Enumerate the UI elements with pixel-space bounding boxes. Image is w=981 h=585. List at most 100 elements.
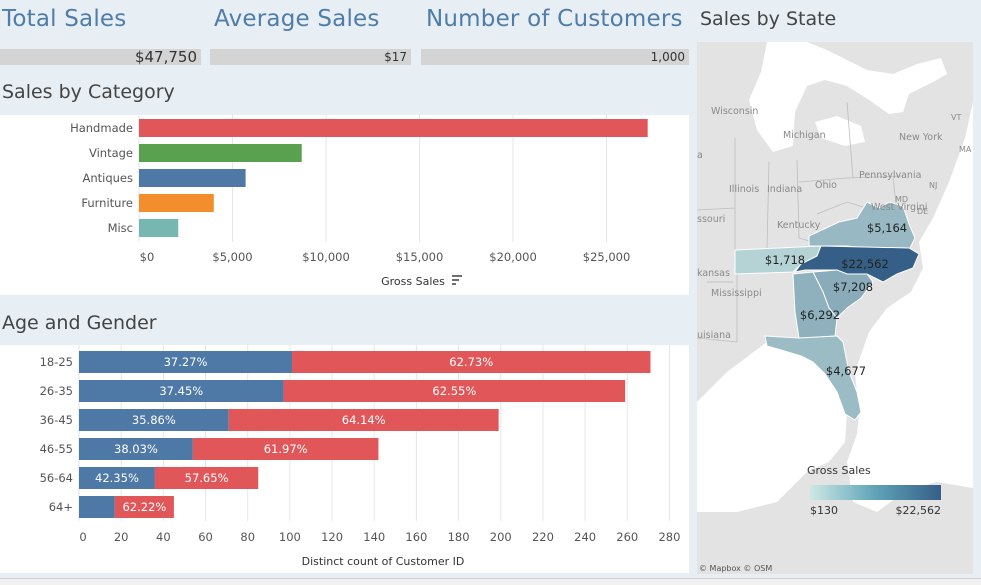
age-x-tick-label: 280	[658, 530, 680, 544]
state-georgia[interactable]	[792, 271, 838, 339]
age-bar-segment[interactable]	[291, 351, 651, 373]
state-florida[interactable]	[764, 335, 862, 421]
category-x-tick-label: $20,000	[489, 250, 537, 264]
map-label-nj: NJ	[929, 181, 937, 190]
category-bar[interactable]	[139, 219, 179, 237]
age-group-label: 64+	[49, 500, 73, 514]
map-label-md: MD	[895, 195, 908, 204]
age-section-title: Age and Gender	[2, 312, 157, 334]
average-sales-title: Average Sales	[214, 6, 380, 32]
age-bar-segment[interactable]	[79, 409, 229, 431]
map-label-ma: MA	[959, 145, 972, 154]
map-label-pennsylvania: Pennsylvania	[859, 170, 921, 181]
category-label: Handmade	[70, 121, 133, 135]
gulf-water	[697, 338, 847, 512]
average-sales-value: $17	[384, 50, 407, 64]
customers-title: Number of Customers	[426, 6, 683, 32]
age-percent-label: 35.86%	[132, 413, 176, 427]
map-attribution: © Mapbox © OSM	[699, 564, 772, 573]
total-sales-value: $47,750	[134, 48, 197, 66]
total-sales-title: Total Sales	[2, 6, 127, 32]
age-group-label: 56-64	[40, 471, 73, 485]
state-value-label: $22,562	[841, 257, 889, 271]
age-x-tick-label: 20	[114, 530, 129, 544]
age-bar-segment[interactable]	[79, 351, 292, 373]
category-x-tick-label: $25,000	[583, 250, 631, 264]
category-x-tick-label: $0	[140, 250, 155, 264]
category-section-title: Sales by Category	[2, 81, 175, 103]
cuba-land	[805, 520, 973, 574]
category-bar[interactable]	[139, 144, 302, 162]
age-x-tick-label: 220	[532, 530, 554, 544]
state-map[interactable]: Wisconsin Michigan New York VT MA Pennsy…	[697, 42, 973, 574]
state-value-label: $6,292	[800, 308, 840, 322]
age-bar-segment[interactable]	[114, 496, 174, 518]
category-bar[interactable]	[139, 169, 246, 187]
age-percent-label: 62.73%	[449, 355, 493, 369]
map-label-la: a	[697, 150, 703, 161]
age-group-label: 36-45	[40, 413, 73, 427]
map-label-new-york: New York	[899, 132, 943, 143]
sort-icon	[452, 275, 462, 285]
age-bar-segment[interactable]	[228, 409, 499, 431]
atlantic-water	[847, 102, 973, 512]
age-group-label: 26-35	[40, 384, 73, 398]
age-group-label: 18-25	[40, 355, 73, 369]
age-percent-label: 57.65%	[185, 471, 229, 485]
category-x-tick-label: $5,000	[212, 250, 252, 264]
map-label-missouri: ssouri	[697, 214, 725, 225]
age-bar-segment[interactable]	[79, 438, 193, 460]
map-label-kansas: kansas	[697, 268, 730, 279]
age-gender-chart: 0 20 40 60 80 100 120 140 160 180 200 220 240 260 280 1…	[40, 345, 680, 568]
age-bar-segment[interactable]	[79, 467, 155, 489]
age-x-tick-label: 240	[574, 530, 596, 544]
map-label-michigan: Michigan	[783, 130, 826, 141]
age-x-tick-label: 140	[363, 530, 385, 544]
category-label: Misc	[108, 221, 133, 235]
age-percent-label: 64.14%	[342, 413, 386, 427]
map-label-ohio: Ohio	[815, 180, 837, 191]
great-lakes-water	[737, 42, 947, 152]
category-bar[interactable]	[139, 119, 648, 137]
age-x-tick-label: 60	[198, 530, 213, 544]
age-percent-label: 37.45%	[159, 384, 203, 398]
category-label: Antiques	[82, 171, 133, 185]
map-label-west-virginia: West Virgini	[871, 202, 927, 213]
map-label-kentucky: Kentucky	[777, 220, 821, 231]
map-label-illinois: Illinois	[729, 184, 759, 195]
category-label: Vintage	[89, 146, 133, 160]
average-sales-box[interactable]: $17	[210, 49, 411, 65]
customers-box[interactable]: 1,000	[421, 49, 689, 65]
state-section-title: Sales by State	[700, 8, 837, 30]
category-bar[interactable]	[139, 194, 214, 212]
map-legend-title: Gross Sales	[807, 464, 871, 477]
state-value-label: $7,208	[833, 280, 873, 294]
total-sales-box[interactable]: $47,750	[0, 49, 201, 65]
age-x-tick-label: 80	[240, 530, 255, 544]
age-bar-segment[interactable]	[192, 438, 379, 460]
age-x-axis-title: Distinct count of Customer ID	[302, 555, 465, 568]
age-percent-label: 37.27%	[164, 355, 208, 369]
age-bar-segment[interactable]	[79, 496, 115, 518]
age-x-tick-label: 200	[490, 530, 512, 544]
age-bar-segment[interactable]	[283, 380, 626, 402]
age-percent-label: 42.35%	[95, 471, 139, 485]
state-value-label: $1,718	[765, 253, 805, 267]
age-bar-segment[interactable]	[154, 467, 259, 489]
age-x-tick-label: 40	[156, 530, 171, 544]
age-percent-label: 62.55%	[432, 384, 476, 398]
age-chart-panel: 0 20 40 60 80 100 120 140 160 180 200 220 240 260 280 1…	[0, 345, 689, 573]
age-group-label: 46-55	[40, 442, 73, 456]
age-x-tick-label: 120	[321, 530, 343, 544]
map-legend-max: $22,562	[896, 504, 942, 517]
age-x-tick-label: 100	[279, 530, 301, 544]
map-label-mississippi: Mississippi	[711, 288, 762, 299]
age-x-tick-label: 0	[79, 530, 86, 544]
map-label-vt: VT	[951, 113, 961, 122]
map-legend-gradient	[810, 485, 941, 500]
bottom-tab-strip	[0, 578, 981, 585]
age-bar-segment[interactable]	[79, 380, 284, 402]
category-chart-panel: $0 $5,000 $10,000 $15,000 $20,000 $25,000 Hand…	[0, 115, 689, 295]
map-legend-min: $130	[810, 504, 838, 517]
state-map-panel[interactable]: Wisconsin Michigan New York VT MA Pennsy…	[697, 42, 973, 574]
